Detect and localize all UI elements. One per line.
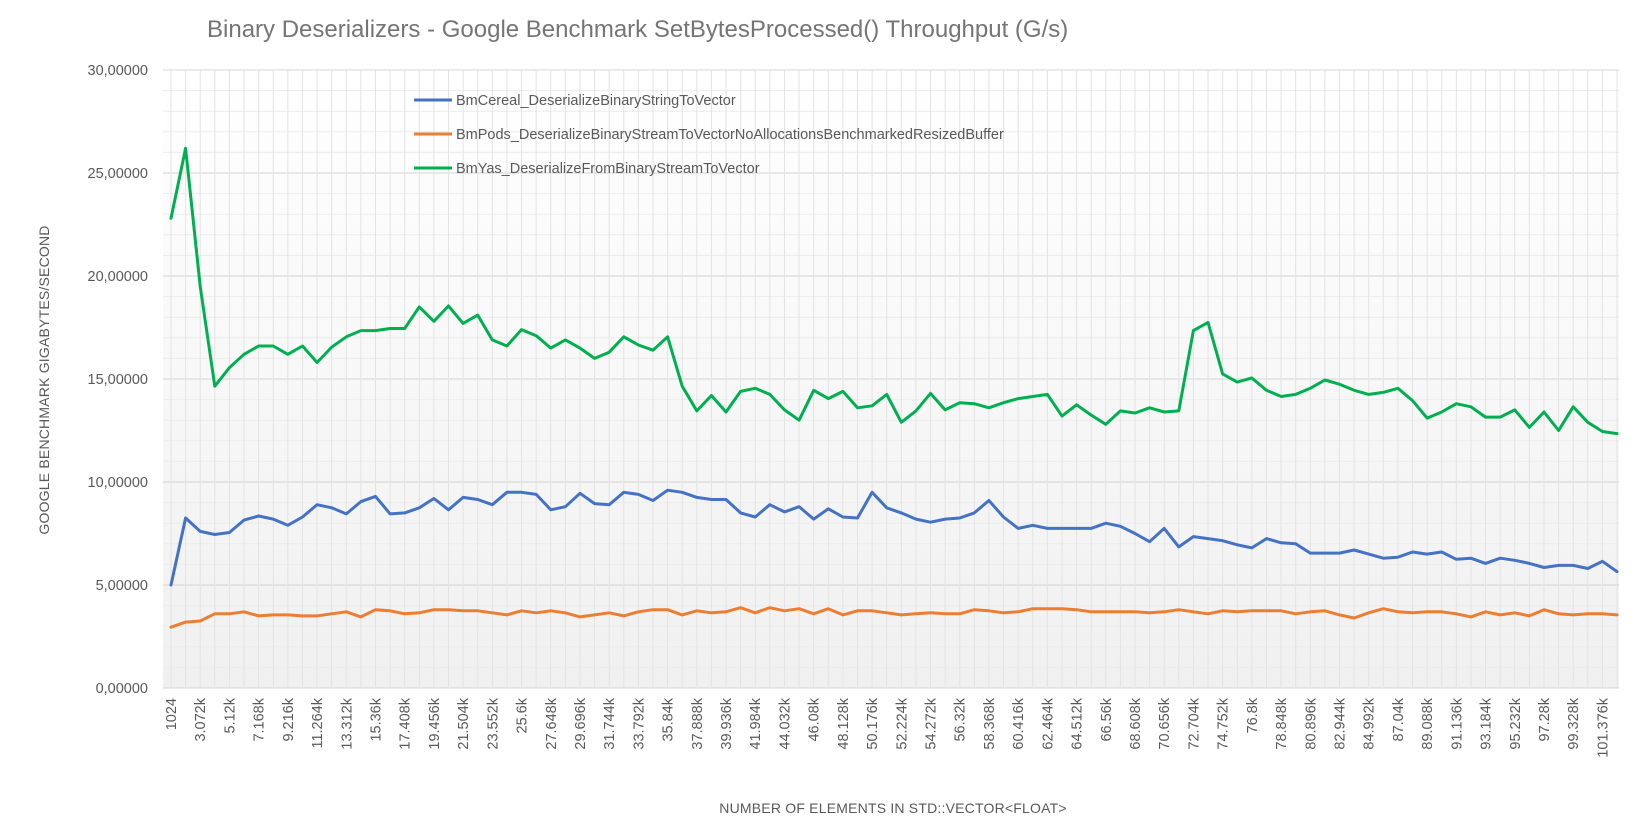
legend: BmCereal_DeserializeBinaryStringToVector… bbox=[414, 93, 1004, 177]
x-tick-label: 52.224k bbox=[894, 697, 910, 749]
y-tick-label: 0,00000 bbox=[96, 681, 148, 697]
x-tick-label: 13.312k bbox=[339, 697, 355, 749]
x-tick-label: 78.848k bbox=[1274, 697, 1290, 749]
y-tick-label: 25,00000 bbox=[88, 166, 148, 182]
x-tick-label: 9.216k bbox=[281, 697, 297, 741]
x-tick-label: 31.744k bbox=[602, 697, 618, 749]
x-tick-label: 33.792k bbox=[631, 697, 647, 749]
x-tick-label: 48.128k bbox=[836, 697, 852, 749]
x-tick-label: 56.32k bbox=[953, 697, 969, 741]
x-tick-label: 62.464k bbox=[1040, 697, 1056, 749]
x-tick-label: 84.992k bbox=[1362, 697, 1378, 749]
x-tick-label: 54.272k bbox=[924, 697, 940, 749]
x-tick-label: 99.328k bbox=[1566, 697, 1582, 749]
series-line-0 bbox=[169, 488, 1619, 587]
x-tick-label: 82.944k bbox=[1332, 697, 1348, 749]
x-tick-label: 35.84k bbox=[661, 697, 677, 741]
x-tick-label: 68.608k bbox=[1128, 697, 1144, 749]
x-tick-label: 64.512k bbox=[1070, 697, 1086, 749]
x-tick-label: 89.088k bbox=[1420, 697, 1436, 749]
x-tick-label: 66.56k bbox=[1099, 697, 1115, 741]
legend-entry: BmYas_DeserializeFromBinaryStreamToVecto… bbox=[456, 161, 760, 177]
x-tick-label: 27.648k bbox=[544, 697, 560, 749]
x-tick-label: 17.408k bbox=[398, 697, 414, 749]
x-tick-label: 21.504k bbox=[456, 697, 472, 749]
y-tick-label: 5,00000 bbox=[96, 578, 148, 594]
x-tick-label: 29.696k bbox=[573, 697, 589, 749]
x-tick-label: 74.752k bbox=[1216, 697, 1232, 749]
x-axis-label: NUMBER OF ELEMENTS IN STD::VECTOR<FLOAT> bbox=[719, 800, 1066, 816]
x-tick-label: 15.36k bbox=[368, 697, 384, 741]
x-tick-label: 3.072k bbox=[193, 697, 209, 741]
legend-entry: BmPods_DeserializeBinaryStreamToVectorNo… bbox=[456, 127, 1004, 143]
y-tick-label: 30,00000 bbox=[88, 63, 148, 79]
y-tick-label: 10,00000 bbox=[88, 475, 148, 491]
y-axis-label: GOOGLE BENCHMARK GIGABYTES/SECOND bbox=[36, 225, 52, 534]
x-tick-label: 37.888k bbox=[690, 697, 706, 749]
y-tick-label: 15,00000 bbox=[88, 372, 148, 388]
x-tick-label: 23.552k bbox=[485, 697, 501, 749]
series-line-1 bbox=[169, 606, 1619, 629]
x-tick-label: 101.376k bbox=[1595, 697, 1611, 757]
x-tick-label: 41.984k bbox=[748, 697, 764, 749]
x-tick-label: 80.896k bbox=[1303, 697, 1319, 749]
x-tick-label: 72.704k bbox=[1186, 697, 1202, 749]
x-tick-label: 91.136k bbox=[1449, 697, 1465, 749]
vertical-gridlines bbox=[170, 70, 1618, 688]
x-tick-label: 25.6k bbox=[515, 697, 531, 733]
x-tick-label: 44.032k bbox=[777, 697, 793, 749]
x-tick-label: 70.656k bbox=[1157, 697, 1173, 749]
series-lines bbox=[169, 146, 1619, 629]
y-axis-ticks: 0,00000 5,00000 10,00000 15,00000 20,00000 25… bbox=[88, 63, 148, 697]
x-tick-label: 1024 bbox=[164, 698, 180, 730]
y-tick-label: 20,00000 bbox=[88, 269, 148, 285]
legend-entry: BmCereal_DeserializeBinaryStringToVector bbox=[456, 93, 736, 109]
x-tick-label: 58.368k bbox=[982, 697, 998, 749]
x-tick-label: 7.168k bbox=[252, 697, 268, 741]
x-tick-label: 46.08k bbox=[807, 697, 823, 741]
x-tick-label: 5.12k bbox=[222, 697, 238, 733]
x-tick-label: 60.416k bbox=[1011, 697, 1027, 749]
x-tick-label: 19.456k bbox=[427, 697, 443, 749]
x-tick-label: 97.28k bbox=[1537, 697, 1553, 741]
x-tick-label: 95.232k bbox=[1508, 697, 1524, 749]
x-tick-label: 39.936k bbox=[719, 697, 735, 749]
x-tick-label: 50.176k bbox=[865, 697, 881, 749]
x-tick-label: 76.8k bbox=[1245, 697, 1261, 733]
series-line-2 bbox=[169, 146, 1619, 436]
x-tick-label: 11.264k bbox=[310, 697, 326, 748]
chart-title: Binary Deserializers - Google Benchmark … bbox=[207, 16, 1068, 43]
x-tick-label: 87.04k bbox=[1391, 697, 1407, 741]
x-axis-ticks: 1024 3.072k 5.12k 7.168k 9.216k 11.264k 13.312… bbox=[164, 697, 1611, 757]
x-tick-label: 93.184k bbox=[1479, 697, 1495, 749]
